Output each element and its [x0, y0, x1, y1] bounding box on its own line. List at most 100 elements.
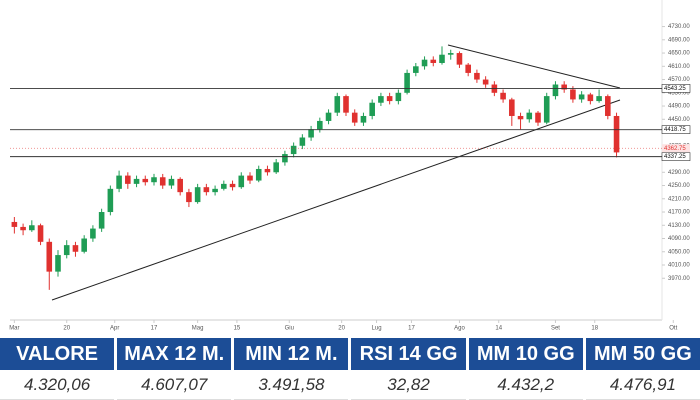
- candle-body: [264, 168, 271, 173]
- candle-body: [413, 66, 419, 73]
- value-cell: 4.607,07: [117, 371, 232, 400]
- x-tick-label: 20: [63, 326, 70, 332]
- y-tick-label: 4250.00: [668, 183, 690, 189]
- candle-body: [11, 221, 18, 227]
- y-tick-label: 4010.00: [668, 263, 690, 269]
- candle-body: [535, 112, 541, 123]
- candle-body: [186, 192, 192, 203]
- candle-body: [63, 245, 70, 256]
- y-tick-label: 4210.00: [668, 196, 690, 202]
- candle-body: [325, 112, 332, 121]
- y-tick-label: 4690.00: [668, 37, 690, 43]
- header-cell: MAX 12 M.: [117, 338, 232, 370]
- last-price-box: [662, 144, 690, 153]
- candle-body: [151, 177, 157, 183]
- header-cell: MM 50 GG: [585, 338, 700, 370]
- candle-body: [282, 154, 288, 163]
- level-label-box: [661, 125, 691, 134]
- candle-body: [125, 175, 131, 184]
- candle-body: [605, 96, 611, 116]
- candle-body: [570, 89, 576, 100]
- candle-body: [596, 96, 602, 102]
- header-cell: MIN 12 M.: [234, 338, 349, 370]
- candle-body: [317, 120, 323, 130]
- candle-body: [142, 178, 149, 183]
- candle-body: [421, 59, 428, 67]
- y-tick-label: 4290.00: [668, 170, 690, 176]
- candle-body: [72, 245, 79, 252]
- header-cell: MM 10 GG: [468, 338, 583, 370]
- candle-body: [107, 188, 114, 213]
- candle-body: [430, 59, 437, 63]
- value-cell: 32,82: [351, 371, 466, 400]
- chart: 3970.00 4010.00 4050.00 4090.00 4130.00 4170.…: [9, 0, 691, 332]
- value-cell: 3.491,58: [234, 371, 349, 400]
- candle-body: [299, 137, 306, 146]
- candle-body: [203, 187, 210, 193]
- candle-body: [578, 94, 585, 100]
- candle-body: [526, 112, 533, 120]
- x-tick-label: Ott: [669, 326, 677, 332]
- level-label-box: [661, 152, 691, 161]
- value-cell: 4.476,91: [585, 371, 700, 400]
- candle-body: [116, 175, 122, 189]
- y-tick-label: 4610.00: [668, 64, 690, 70]
- x-tick-label: Mar: [9, 326, 19, 332]
- trend-line: [51, 99, 621, 301]
- candle-body: [133, 178, 140, 184]
- header-cell: RSI 14 GG: [351, 338, 466, 370]
- x-tick-label: 20: [338, 326, 345, 332]
- x-tick-label: 14: [495, 326, 502, 332]
- candle-body: [482, 79, 489, 85]
- candle-body: [255, 168, 262, 181]
- candle-body: [543, 96, 550, 123]
- value-cell: 4.432,2: [468, 371, 583, 400]
- y-tick-label: 4130.00: [668, 223, 690, 229]
- candle-body: [386, 96, 393, 102]
- candle-body: [229, 183, 236, 188]
- candle-body: [81, 238, 87, 252]
- candle-body: [587, 94, 594, 102]
- candle-body: [177, 178, 183, 193]
- candle-body: [447, 53, 454, 55]
- trend-line: [447, 44, 621, 89]
- x-tick-label: 15: [234, 326, 241, 332]
- candle-body: [90, 228, 96, 239]
- y-tick-label: 4650.00: [668, 51, 690, 57]
- x-tick-label: Giu: [285, 326, 294, 332]
- candle-body: [168, 178, 175, 186]
- level-label: 4543.25: [664, 86, 686, 92]
- candle-body: [55, 255, 61, 272]
- candle-body: [212, 188, 218, 193]
- header-cell: VALORE: [0, 338, 115, 370]
- candle-body: [159, 177, 166, 186]
- candle-body: [395, 92, 402, 102]
- candle-body: [334, 96, 341, 113]
- level-label-box: [661, 84, 691, 93]
- y-tick-label: 4530.00: [668, 90, 690, 96]
- candle-body: [360, 115, 367, 123]
- candle-body: [509, 99, 515, 116]
- y-tick-label: 4050.00: [668, 249, 690, 255]
- candle-body: [613, 115, 620, 153]
- y-tick-label: 4490.00: [668, 104, 690, 110]
- candle-body: [290, 145, 297, 155]
- level-label: 4337.25: [664, 154, 686, 160]
- candle-body: [29, 225, 35, 231]
- y-tick-label: 4570.00: [668, 77, 690, 83]
- candle-body: [351, 112, 358, 123]
- candle-body: [369, 102, 375, 116]
- x-tick-label: 17: [151, 326, 158, 332]
- candle-body: [194, 187, 201, 203]
- candle-body: [456, 53, 463, 65]
- x-tick-label: 17: [408, 326, 415, 332]
- y-tick-label: 4730.00: [668, 24, 690, 30]
- candle-body: [238, 175, 245, 188]
- candle-body: [404, 72, 410, 93]
- candle-body: [500, 92, 506, 100]
- candle-body: [46, 241, 53, 272]
- value-cell: 4.320,06: [0, 371, 115, 400]
- x-tick-label: Set: [551, 326, 560, 332]
- candle-body: [98, 212, 105, 229]
